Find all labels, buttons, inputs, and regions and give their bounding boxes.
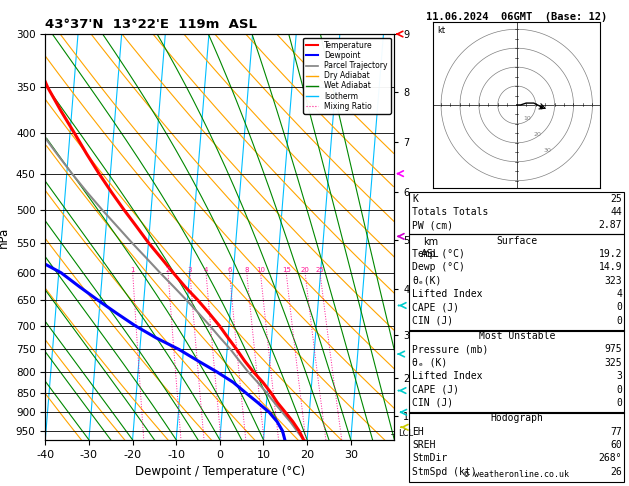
Text: 19.2: 19.2	[599, 249, 622, 259]
Text: 25: 25	[316, 267, 325, 273]
Text: CAPE (J): CAPE (J)	[412, 384, 459, 395]
Text: 14.9: 14.9	[599, 262, 622, 272]
Text: CIN (J): CIN (J)	[412, 316, 453, 326]
Text: 11.06.2024  06GMT  (Base: 12): 11.06.2024 06GMT (Base: 12)	[426, 12, 608, 22]
Text: 3: 3	[187, 267, 192, 273]
Text: Totals Totals: Totals Totals	[412, 207, 488, 217]
Text: 4: 4	[616, 289, 622, 299]
Text: 44: 44	[610, 207, 622, 217]
Text: 3: 3	[616, 371, 622, 381]
Text: 20: 20	[533, 132, 542, 137]
Text: 1: 1	[130, 267, 135, 273]
Text: 0: 0	[616, 316, 622, 326]
Text: Dewp (°C): Dewp (°C)	[412, 262, 465, 272]
Text: 4: 4	[204, 267, 208, 273]
Text: kt: kt	[437, 26, 445, 35]
Text: SREH: SREH	[412, 440, 435, 450]
Text: Lifted Index: Lifted Index	[412, 371, 482, 381]
Text: Temp (°C): Temp (°C)	[412, 249, 465, 259]
Text: 20: 20	[301, 267, 309, 273]
Text: 975: 975	[604, 345, 622, 354]
Text: 325: 325	[604, 358, 622, 368]
Text: 43°37'N  13°22'E  119m  ASL: 43°37'N 13°22'E 119m ASL	[45, 18, 257, 32]
Text: 323: 323	[604, 276, 622, 286]
Text: 268°: 268°	[599, 453, 622, 463]
X-axis label: Dewpoint / Temperature (°C): Dewpoint / Temperature (°C)	[135, 465, 305, 478]
Text: Hodograph: Hodograph	[490, 413, 543, 423]
Text: 2: 2	[166, 267, 170, 273]
Y-axis label: hPa: hPa	[0, 226, 10, 247]
Text: 77: 77	[610, 427, 622, 436]
Text: 30: 30	[544, 148, 552, 153]
Text: 15: 15	[282, 267, 291, 273]
Text: 8: 8	[245, 267, 249, 273]
Text: Lifted Index: Lifted Index	[412, 289, 482, 299]
Text: 10: 10	[256, 267, 265, 273]
Text: CIN (J): CIN (J)	[412, 398, 453, 408]
Text: LCL: LCL	[399, 429, 414, 438]
Text: 6: 6	[227, 267, 231, 273]
Text: 10: 10	[523, 117, 531, 122]
Legend: Temperature, Dewpoint, Parcel Trajectory, Dry Adiabat, Wet Adiabat, Isotherm, Mi: Temperature, Dewpoint, Parcel Trajectory…	[303, 38, 391, 114]
Text: 25: 25	[610, 193, 622, 204]
Text: θₑ(K): θₑ(K)	[412, 276, 442, 286]
Text: 0: 0	[616, 384, 622, 395]
Text: 26: 26	[610, 467, 622, 477]
Text: 2.87: 2.87	[599, 220, 622, 230]
Y-axis label: km
ASL: km ASL	[421, 237, 440, 259]
Text: K: K	[412, 193, 418, 204]
Text: PW (cm): PW (cm)	[412, 220, 453, 230]
Text: EH: EH	[412, 427, 424, 436]
Text: Most Unstable: Most Unstable	[479, 331, 555, 341]
Text: 0: 0	[616, 302, 622, 312]
Text: 0: 0	[616, 398, 622, 408]
Text: 60: 60	[610, 440, 622, 450]
Text: CAPE (J): CAPE (J)	[412, 302, 459, 312]
Text: StmSpd (kt): StmSpd (kt)	[412, 467, 477, 477]
Text: Pressure (mb): Pressure (mb)	[412, 345, 488, 354]
Text: © weatheronline.co.uk: © weatheronline.co.uk	[464, 469, 569, 479]
Text: Surface: Surface	[496, 236, 537, 245]
Text: StmDir: StmDir	[412, 453, 447, 463]
Text: θₑ (K): θₑ (K)	[412, 358, 447, 368]
